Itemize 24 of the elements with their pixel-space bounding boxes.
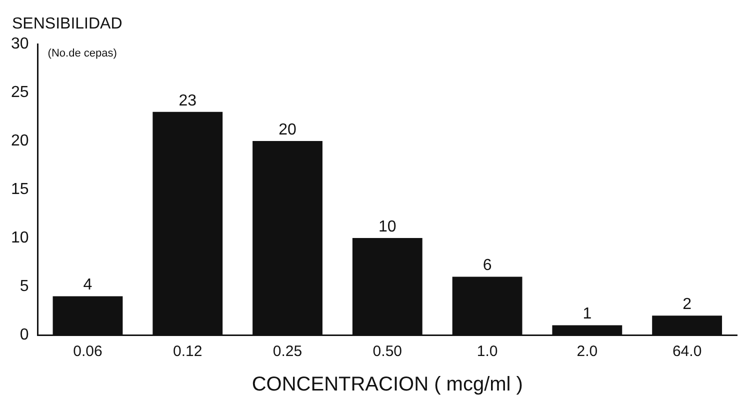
data-label: 10 bbox=[378, 218, 396, 236]
x-tick-label: 1.0 bbox=[476, 343, 498, 360]
y-tick-label: 10 bbox=[11, 229, 29, 246]
data-label: 23 bbox=[178, 92, 197, 110]
y-axis-title: SENSIBILIDAD bbox=[12, 15, 122, 32]
x-tick-label: 2.0 bbox=[576, 343, 598, 360]
x-tick-label: 64.0 bbox=[672, 343, 702, 360]
data-label: 20 bbox=[278, 121, 297, 138]
x-tick-label: 0.25 bbox=[272, 343, 302, 360]
data-label: 2 bbox=[682, 296, 692, 314]
x-tick-label: 0.06 bbox=[73, 343, 102, 360]
y-tick-label: 25 bbox=[11, 84, 29, 101]
data-label: 6 bbox=[482, 257, 492, 274]
x-tick-label: 0.12 bbox=[173, 343, 202, 360]
y-tick-label: 20 bbox=[11, 132, 29, 150]
annotation: (No.de cepas) bbox=[48, 48, 117, 60]
data-label: 4 bbox=[83, 276, 92, 294]
x-tick-label: 0.50 bbox=[372, 343, 402, 360]
y-tick-label: 5 bbox=[20, 278, 29, 295]
y-tick-label: 0 bbox=[20, 326, 29, 344]
x-axis-title: CONCENTRACION ( mcg/ml ) bbox=[252, 374, 523, 396]
y-tick-label: 15 bbox=[11, 180, 29, 198]
y-tick-label: 30 bbox=[11, 35, 29, 52]
data-label: 1 bbox=[582, 306, 592, 323]
